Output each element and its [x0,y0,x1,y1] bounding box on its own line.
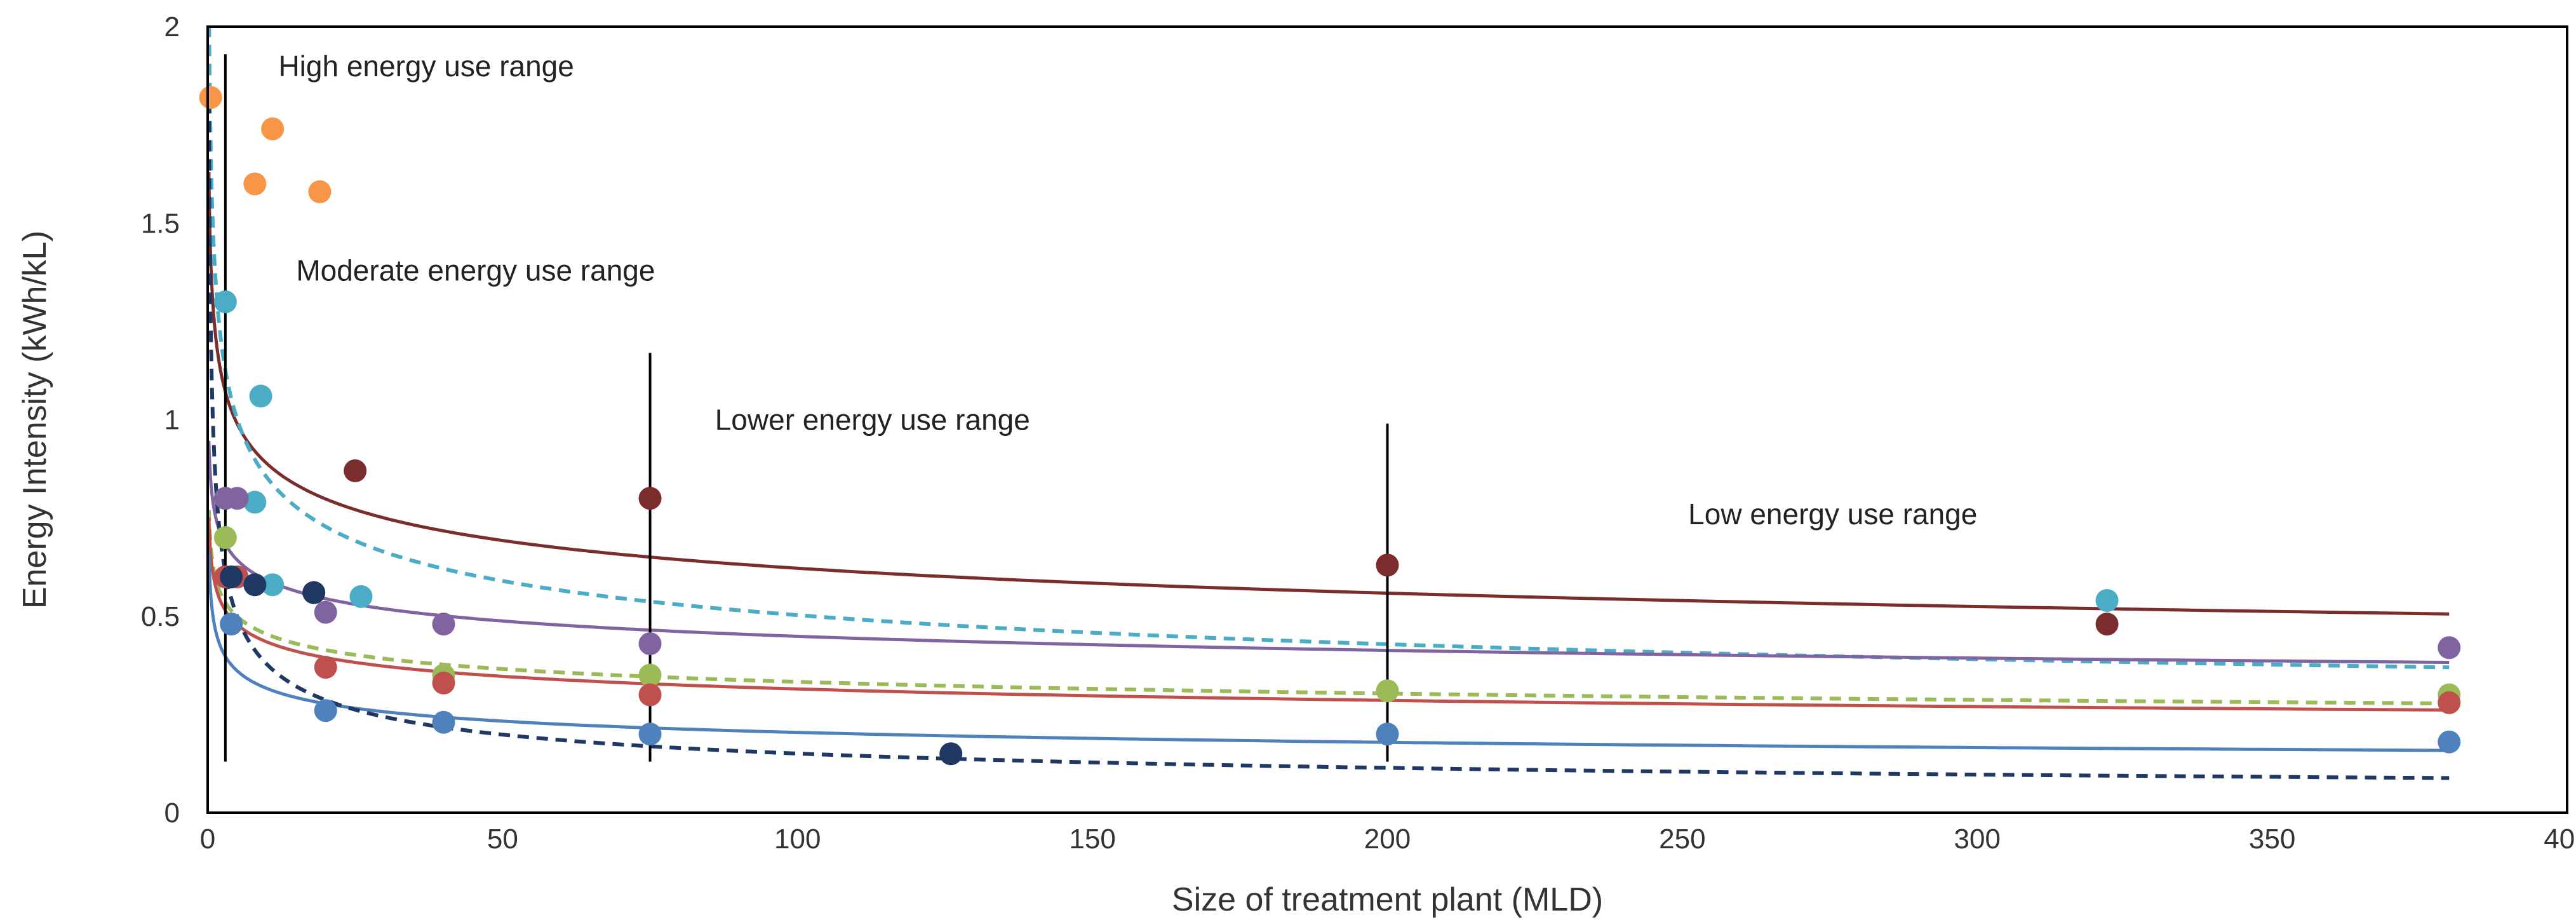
x-tick-label: 100 [774,824,821,855]
y-tick-label: 2 [164,11,180,43]
data-point [638,663,662,687]
trendline [208,517,2450,712]
x-tick-label: 400 [2544,824,2576,855]
range-label: Moderate energy use range [296,254,655,287]
data-point [308,180,332,203]
x-tick-label: 250 [1659,824,1705,855]
data-point [638,487,662,510]
data-point [432,671,455,695]
y-axis-title: Energy Intensity (kWh/kL) [17,231,53,609]
data-point [2438,730,2461,754]
x-tick-label: 50 [487,824,518,855]
data-point [302,581,326,604]
data-point [638,683,662,707]
data-point [243,172,267,196]
range-label: High energy use range [278,50,574,83]
data-point [314,699,337,722]
data-point [349,585,373,608]
range-label: Lower energy use range [715,403,1030,437]
data-point [432,613,455,636]
y-tick-label: 0.5 [141,601,180,632]
y-tick-label: 0 [164,797,180,829]
data-point [1376,679,1399,703]
data-point [243,491,267,514]
data-point [2438,636,2461,660]
trendline [208,551,2450,752]
data-point [638,632,662,656]
data-point [2438,691,2461,714]
data-point [220,565,243,588]
range-label: Low energy use range [1688,498,1977,531]
trendline [208,27,2450,670]
data-point [1376,553,1399,577]
data-point [638,722,662,746]
data-point [243,573,267,597]
x-tick-label: 300 [1954,824,2001,855]
data-point [2095,613,2119,636]
data-point-layer [199,86,2461,766]
data-point [2095,589,2119,613]
data-point [261,573,285,597]
data-point [249,384,272,408]
data-point [314,656,337,679]
data-point [1376,722,1399,746]
x-tick-label: 200 [1364,824,1411,855]
data-point [213,290,237,313]
plot-area-frame [206,25,2568,814]
x-axis-title: Size of treatment plant (MLD) [1172,881,1603,918]
data-point [220,613,243,636]
range-label-layer: High energy use range Moderate energy use… [278,50,1977,531]
data-point [314,600,337,624]
data-point [939,742,963,766]
data-point [199,86,222,109]
y-tick-label: 1 [164,405,180,436]
data-point [213,526,237,550]
data-point [261,117,285,140]
x-tick-label: 150 [1069,824,1115,855]
x-tick-label: 350 [2249,824,2295,855]
data-point [432,710,455,734]
y-tick-label: 1.5 [141,208,180,239]
axes: 0 50 100 150 200 250 300 350 400 0 0.5 1 1.5 2 [141,11,2576,855]
trendline [208,172,2450,616]
trendline [208,102,2450,780]
x-tick-label: 0 [200,824,215,855]
data-point [225,487,249,510]
data-point [344,459,367,482]
